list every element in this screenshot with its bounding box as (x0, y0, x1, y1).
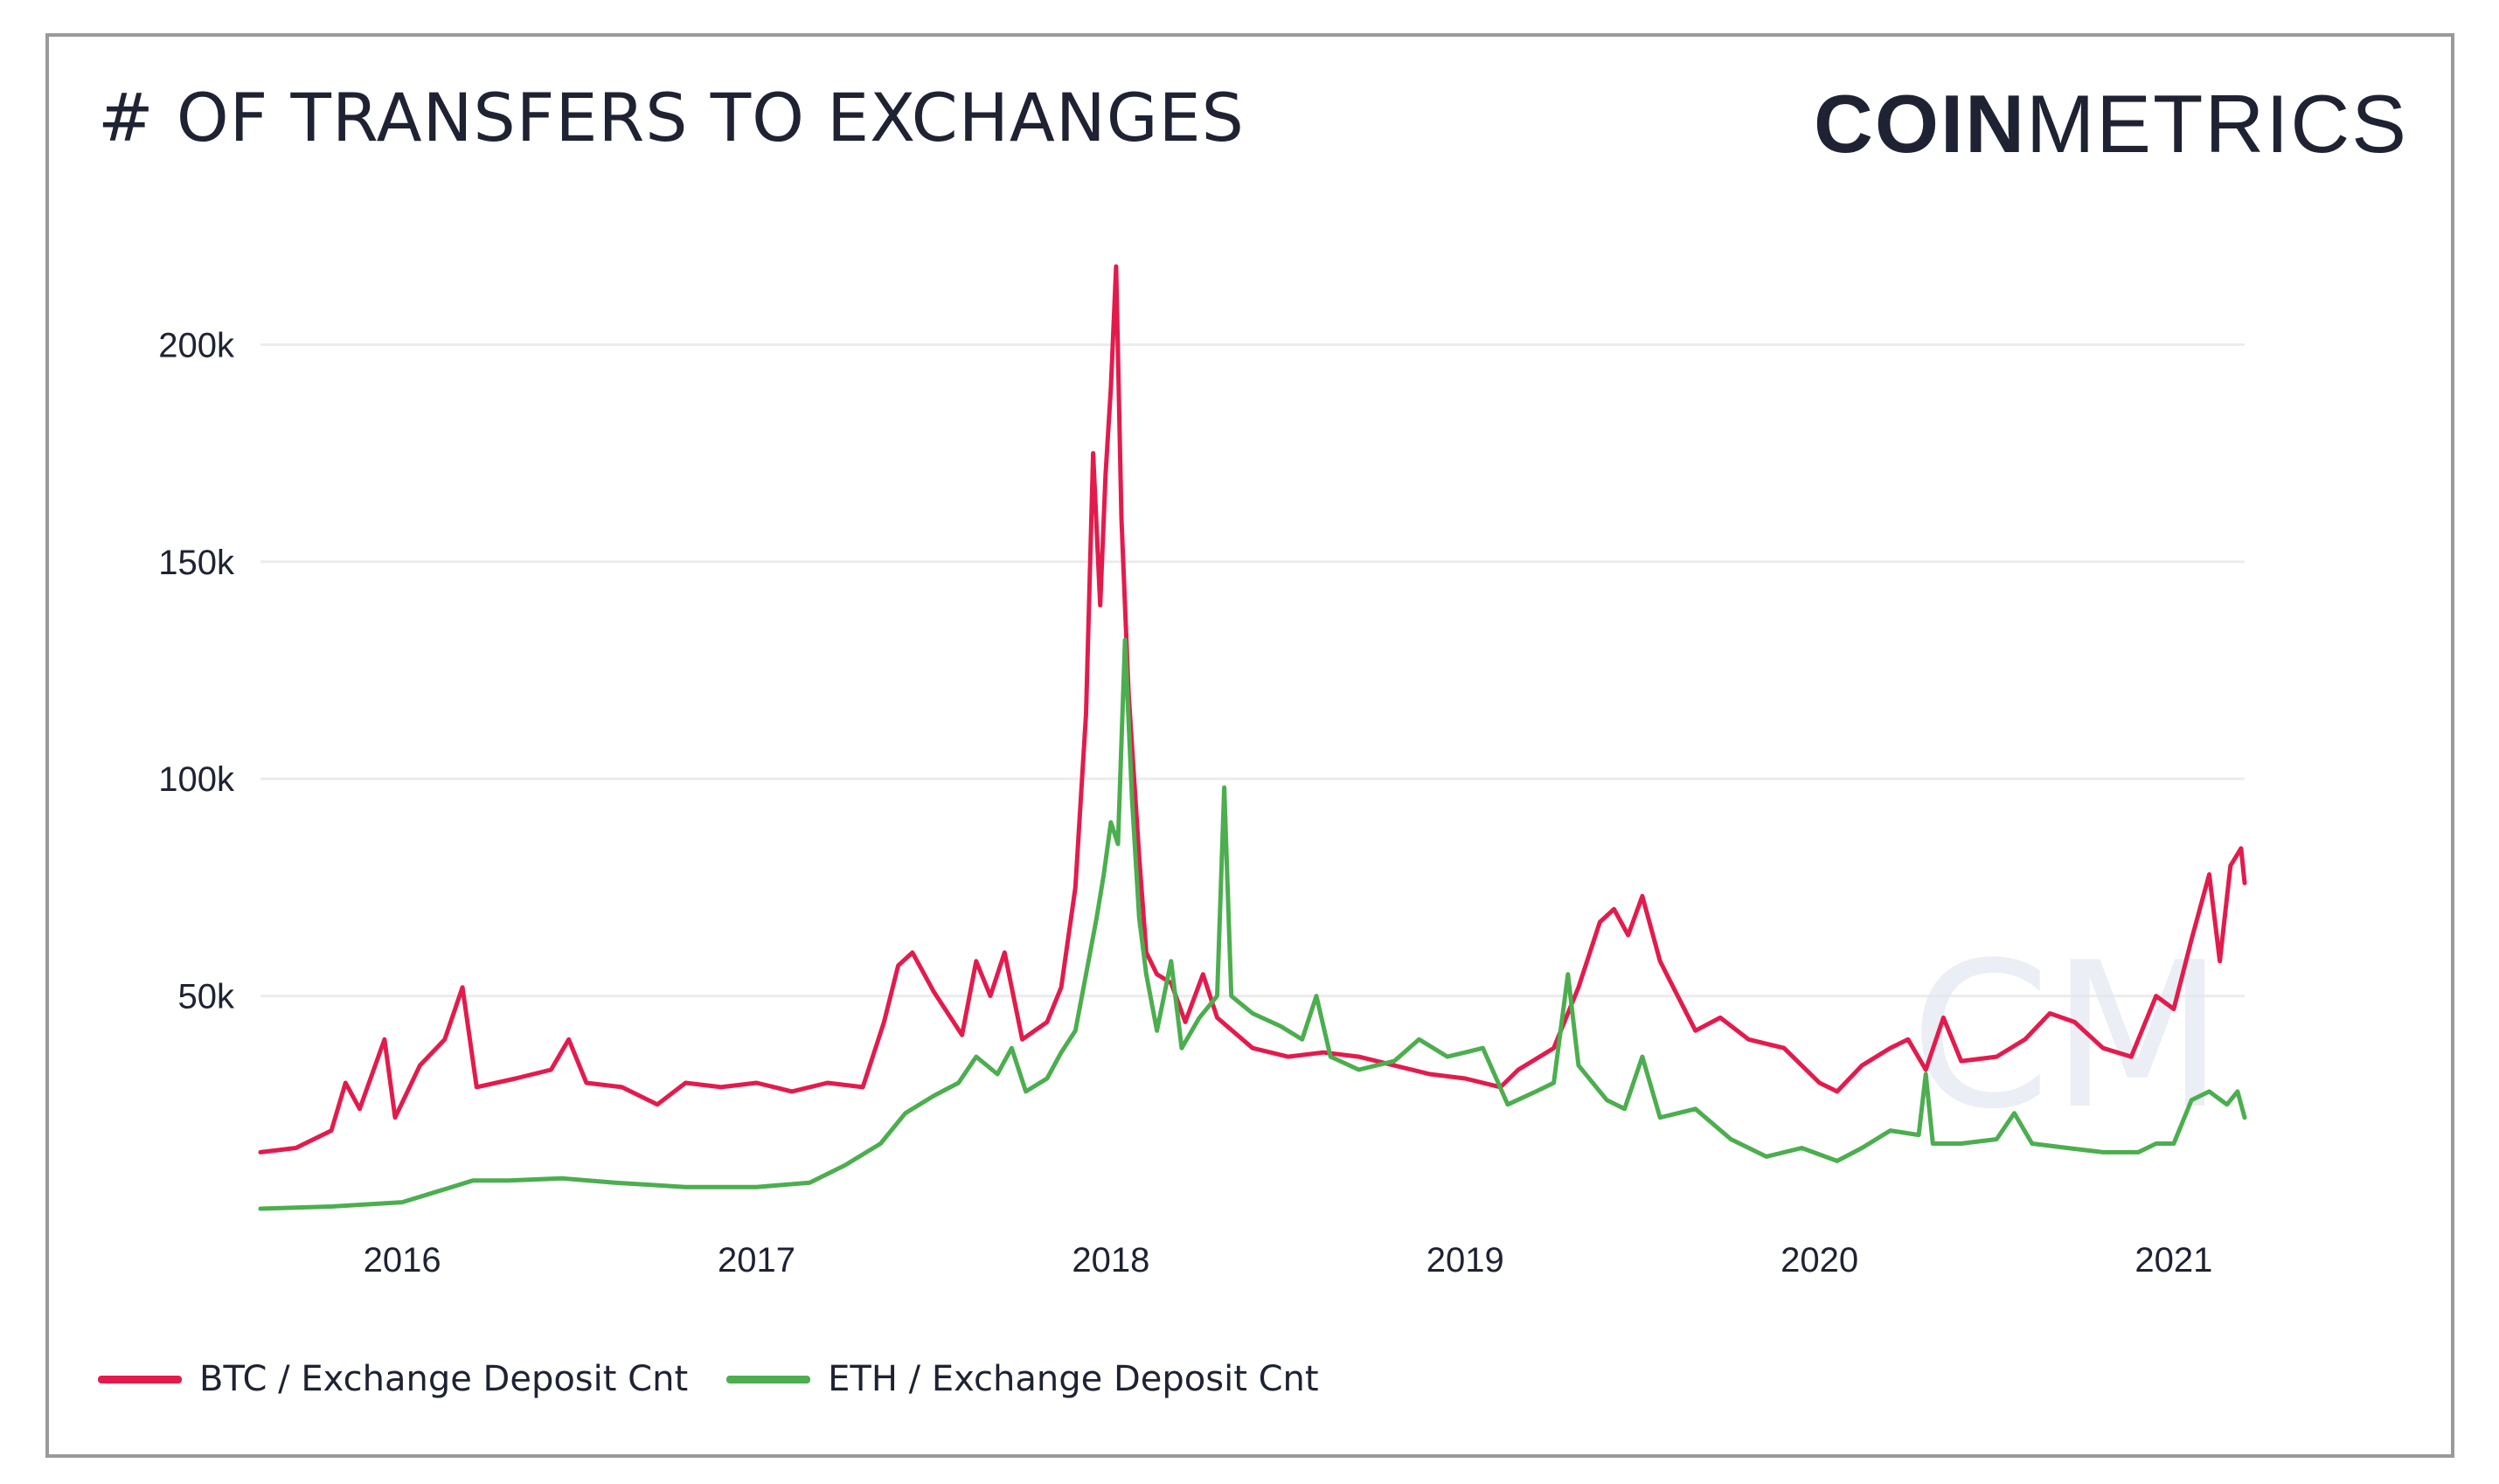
chart-frame (45, 33, 2454, 1458)
chart-title: # OF TRANSFERS TO EXCHANGES (98, 79, 1245, 156)
y-tick-label: 150k (158, 544, 235, 582)
legend-swatch-btc (98, 1375, 182, 1383)
x-tick-label: 2019 (1427, 1241, 1504, 1279)
y-tick-label: 200k (158, 326, 235, 364)
x-tick-label: 2018 (1072, 1241, 1149, 1279)
coinmetrics-logo: COINMETRICS (1814, 77, 2408, 171)
legend-label-eth: ETH / Exchange Deposit Cnt (828, 1359, 1319, 1399)
watermark: CM (1910, 920, 2224, 1154)
x-tick-label: 2016 (364, 1241, 441, 1279)
legend-item-eth[interactable]: ETH / Exchange Deposit Cnt (726, 1359, 1319, 1399)
series-lines (258, 264, 2247, 1211)
y-tick-label: 100k (158, 760, 235, 799)
x-axis-ticks: 2016 2017 2018 2019 2020 2021 (364, 1241, 2213, 1279)
logo-light-text: METRICS (2026, 78, 2408, 170)
series-line-eth (258, 637, 2247, 1211)
watermark-text: CM (1910, 920, 2224, 1154)
gridlines (260, 343, 2245, 998)
y-axis-ticks: 50k 100k 150k 200k (158, 326, 235, 1016)
x-tick-label: 2021 (2135, 1241, 2212, 1279)
y-tick-label: 50k (178, 978, 235, 1016)
series-line-btc (258, 264, 2247, 1155)
legend-swatch-eth (726, 1375, 811, 1383)
legend: BTC / Exchange Deposit Cnt ETH / Exchang… (98, 1359, 1319, 1399)
legend-label-btc: BTC / Exchange Deposit Cnt (199, 1359, 689, 1399)
x-tick-label: 2017 (718, 1241, 795, 1279)
x-tick-label: 2020 (1781, 1241, 1858, 1279)
legend-item-btc[interactable]: BTC / Exchange Deposit Cnt (98, 1359, 688, 1399)
logo-bold-text: COIN (1814, 78, 2026, 170)
